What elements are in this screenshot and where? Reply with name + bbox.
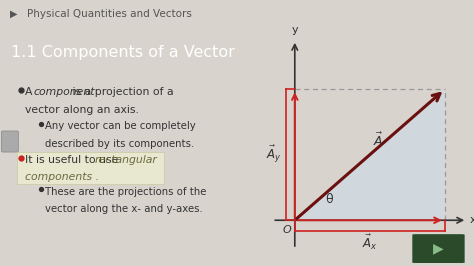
Text: A: A <box>26 87 36 97</box>
Text: Any vector can be completely: Any vector can be completely <box>45 121 196 131</box>
Polygon shape <box>295 89 445 220</box>
Text: vector along the x- and y-axes.: vector along the x- and y-axes. <box>45 204 203 214</box>
Text: It is useful to use: It is useful to use <box>26 155 122 165</box>
Text: θ: θ <box>325 193 332 206</box>
Text: rectangular: rectangular <box>94 155 157 165</box>
Text: component: component <box>33 87 95 97</box>
Text: $\vec{A}_y$: $\vec{A}_y$ <box>265 144 281 165</box>
Text: components .: components . <box>26 172 100 182</box>
Text: ▶: ▶ <box>10 9 18 19</box>
FancyBboxPatch shape <box>17 152 164 184</box>
Text: ▶: ▶ <box>433 242 444 256</box>
Text: 1.1 Components of a Vector: 1.1 Components of a Vector <box>11 45 235 60</box>
Text: These are the projections of the: These are the projections of the <box>45 186 207 197</box>
Text: $\vec{A}$: $\vec{A}$ <box>373 132 383 149</box>
FancyBboxPatch shape <box>1 131 18 152</box>
Text: described by its components.: described by its components. <box>45 139 194 149</box>
Text: O: O <box>283 225 292 235</box>
FancyBboxPatch shape <box>412 234 465 263</box>
Text: y: y <box>292 25 298 35</box>
Text: $\vec{A}_x$: $\vec{A}_x$ <box>362 233 378 252</box>
Text: x: x <box>470 215 474 225</box>
Text: is a projection of a: is a projection of a <box>69 87 174 97</box>
Text: Physical Quantities and Vectors: Physical Quantities and Vectors <box>27 9 192 19</box>
Text: vector along an axis.: vector along an axis. <box>26 105 139 115</box>
